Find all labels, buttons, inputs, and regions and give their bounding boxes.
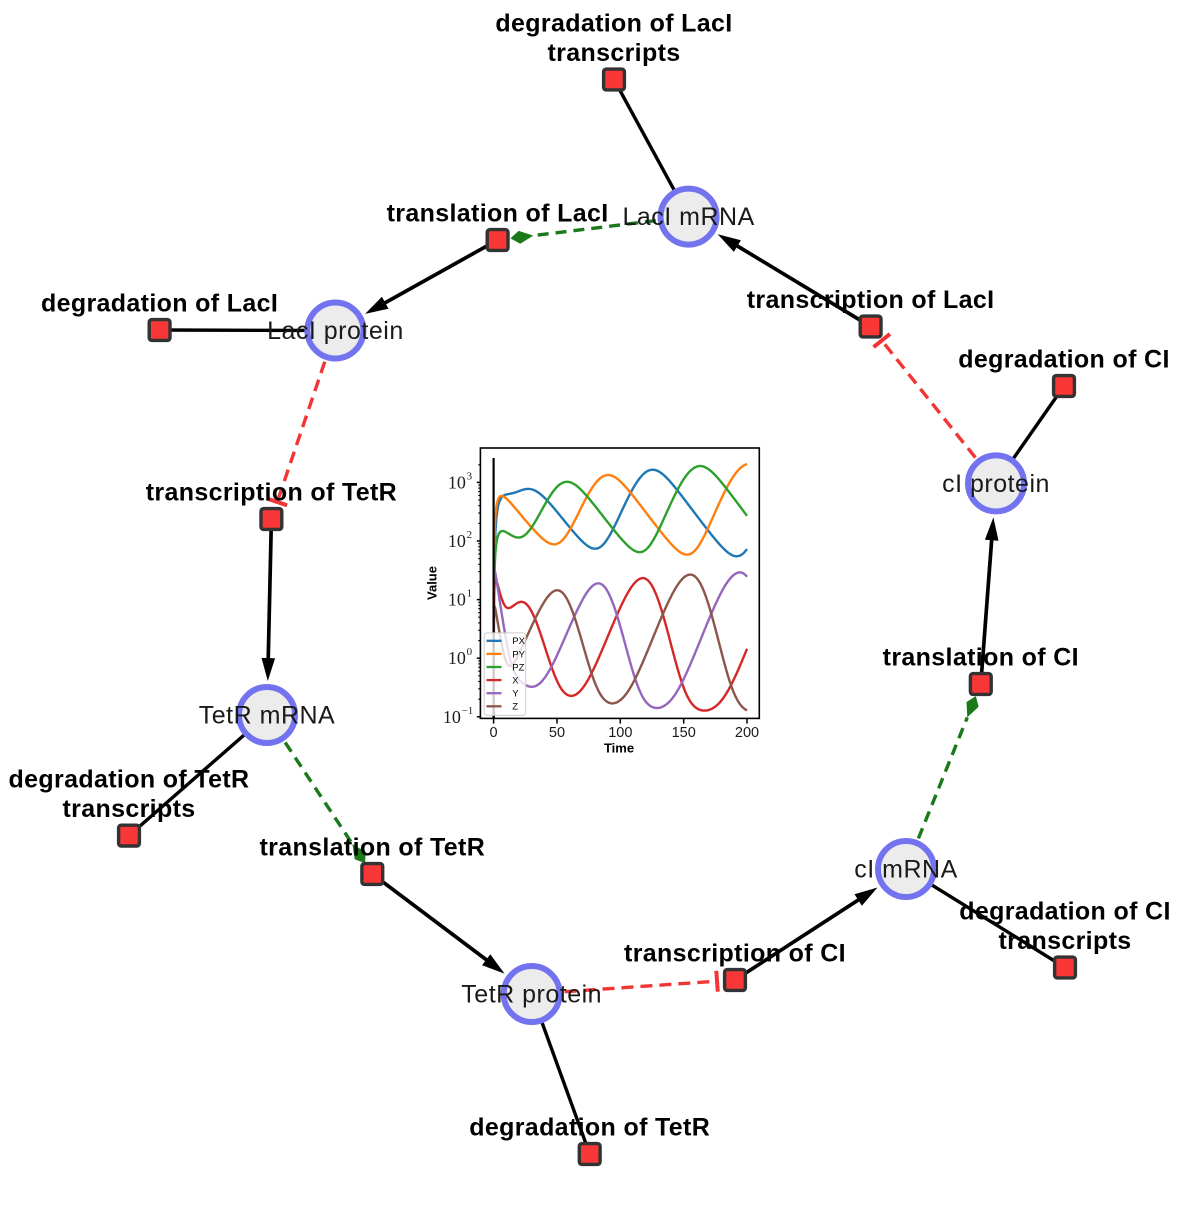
svg-text:transcription of TetR: transcription of TetR bbox=[146, 479, 397, 507]
svg-text:transcripts: transcripts bbox=[62, 795, 195, 823]
svg-text:Z: Z bbox=[512, 702, 518, 713]
svg-text:degradation of CI: degradation of CI bbox=[958, 346, 1170, 374]
svg-text:TetR mRNA: TetR mRNA bbox=[199, 702, 335, 730]
svg-text:translation of CI: translation of CI bbox=[883, 644, 1079, 672]
svg-text:degradation of TetR: degradation of TetR bbox=[9, 766, 250, 794]
svg-text:cI mRNA: cI mRNA bbox=[854, 856, 958, 884]
svg-text:transcription of LacI: transcription of LacI bbox=[747, 286, 995, 314]
svg-text:translation of LacI: translation of LacI bbox=[387, 200, 609, 228]
svg-text:transcription of CI: transcription of CI bbox=[624, 940, 846, 968]
svg-text:10: 10 bbox=[448, 472, 466, 492]
svg-text:100: 100 bbox=[608, 725, 632, 741]
svg-text:0: 0 bbox=[490, 725, 498, 741]
svg-text:50: 50 bbox=[549, 725, 565, 741]
svg-text:10: 10 bbox=[448, 648, 466, 668]
svg-text:Y: Y bbox=[512, 689, 519, 700]
svg-text:LacI mRNA: LacI mRNA bbox=[622, 203, 754, 231]
svg-text:transcripts: transcripts bbox=[547, 39, 680, 67]
svg-text:LacI protein: LacI protein bbox=[267, 317, 404, 345]
svg-text:PX: PX bbox=[512, 636, 525, 647]
svg-text:−1: −1 bbox=[462, 705, 474, 717]
svg-text:3: 3 bbox=[467, 470, 473, 482]
svg-text:degradation of TetR: degradation of TetR bbox=[469, 1114, 710, 1142]
svg-text:10: 10 bbox=[443, 707, 461, 727]
svg-text:degradation of CI: degradation of CI bbox=[959, 898, 1171, 926]
svg-text:1: 1 bbox=[467, 588, 473, 600]
svg-text:cI protein: cI protein bbox=[942, 470, 1050, 498]
svg-text:degradation of LacI: degradation of LacI bbox=[41, 290, 278, 318]
svg-text:degradation of LacI: degradation of LacI bbox=[495, 10, 732, 38]
svg-text:10: 10 bbox=[448, 531, 466, 551]
svg-text:PZ: PZ bbox=[512, 662, 524, 673]
svg-text:200: 200 bbox=[735, 725, 759, 741]
svg-text:0: 0 bbox=[467, 646, 473, 658]
svg-text:Time: Time bbox=[604, 741, 634, 756]
svg-text:translation of TetR: translation of TetR bbox=[259, 834, 485, 862]
svg-text:PY: PY bbox=[512, 649, 525, 660]
svg-text:X: X bbox=[512, 676, 519, 687]
svg-text:transcripts: transcripts bbox=[998, 927, 1131, 955]
svg-text:150: 150 bbox=[672, 725, 696, 741]
svg-text:10: 10 bbox=[448, 590, 466, 610]
svg-text:Value: Value bbox=[425, 566, 440, 600]
svg-text:2: 2 bbox=[467, 529, 473, 541]
svg-text:TetR protein: TetR protein bbox=[461, 981, 602, 1009]
